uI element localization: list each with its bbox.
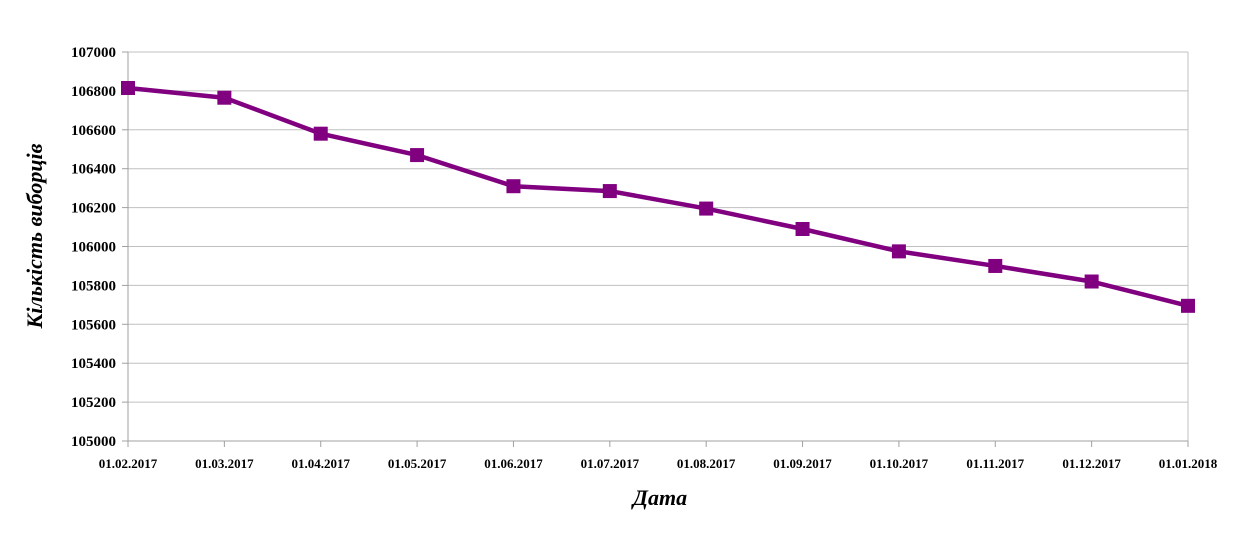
x-tick-label: 01.08.2017 — [677, 456, 736, 471]
y-tick-label: 105200 — [71, 395, 116, 411]
y-tick-label: 105000 — [71, 434, 116, 450]
y-tick-label: 106200 — [71, 201, 116, 217]
x-tick-label: 01.12.2017 — [1062, 456, 1121, 471]
series-layer — [121, 80, 1195, 313]
x-tick-label: 01.09.2017 — [773, 456, 832, 471]
y-tick-label: 106400 — [71, 162, 116, 178]
x-tick-label: 01.02.2017 — [99, 456, 158, 471]
x-tick-label: 01.06.2017 — [484, 456, 543, 471]
x-tick-label: 01.04.2017 — [291, 456, 350, 471]
x-tick-label: 01.01.2018 — [1159, 456, 1218, 471]
y-axis-title: Кількість виборців — [22, 143, 47, 329]
data-point-marker — [217, 90, 232, 105]
gridlines — [128, 51, 1189, 441]
y-tick-label: 107000 — [71, 45, 116, 61]
x-tick-label: 01.05.2017 — [388, 456, 447, 471]
y-tick-label: 106600 — [71, 123, 116, 139]
y-tick-label: 106800 — [71, 84, 116, 100]
x-axis-title: Дата — [631, 485, 687, 510]
data-point-marker — [410, 148, 425, 163]
data-point-marker — [1181, 298, 1195, 313]
data-point-marker — [1084, 274, 1099, 289]
y-tick-label: 105400 — [71, 356, 116, 372]
x-tick-label: 01.03.2017 — [195, 456, 254, 471]
x-tick-label: 01.07.2017 — [581, 456, 640, 471]
data-point-marker — [313, 126, 328, 141]
axes — [122, 51, 1189, 447]
y-tick-label: 105800 — [71, 278, 116, 294]
tick-labels: 105000 105200 105400 105600 105800 106000 1062… — [71, 45, 1218, 471]
y-tick-label: 105600 — [71, 317, 116, 333]
data-point-marker — [988, 258, 1003, 273]
data-point-marker — [891, 244, 906, 259]
data-point-marker — [506, 179, 521, 194]
data-point-marker — [121, 80, 135, 95]
data-point-marker — [602, 184, 617, 199]
data-point-marker — [795, 221, 810, 236]
series-line — [127, 85, 1189, 309]
y-tick-label: 106000 — [71, 240, 116, 256]
x-tick-label: 01.10.2017 — [870, 456, 929, 471]
x-tick-label: 01.11.2017 — [966, 456, 1024, 471]
data-point-marker — [699, 201, 714, 216]
